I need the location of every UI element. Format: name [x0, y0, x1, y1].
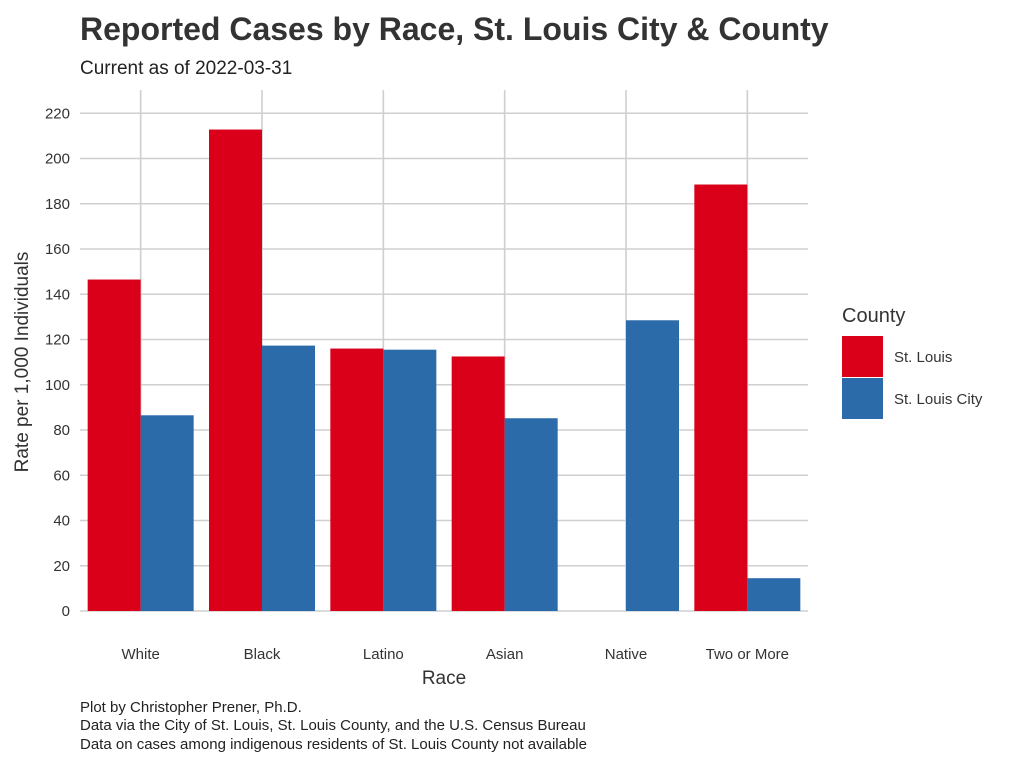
legend-label-st-louis: St. Louis [894, 349, 952, 366]
caption-note: Data on cases among indigenous residents… [80, 736, 587, 753]
y-tick-label-140: 140 [45, 286, 70, 303]
legend-swatch-st-louis [842, 336, 883, 377]
bar-st-louis-city-asian [504, 418, 558, 611]
bars [87, 129, 801, 612]
bar-st-louis-two-or-more [694, 184, 748, 612]
bar-st-louis-city-black [262, 345, 315, 611]
chart-subtitle: Current as of 2022-03-31 [80, 58, 292, 79]
y-axis-title: Rate per 1,000 Individuals [12, 252, 33, 473]
legend: County St. Louis St. Louis City [842, 305, 983, 419]
bar-st-louis-city-two-or-more [747, 578, 801, 611]
caption-author: Plot by Christopher Prener, Ph.D. [80, 699, 302, 716]
legend-swatch-st-louis-city [842, 378, 883, 419]
bar-st-louis-city-native [626, 320, 679, 611]
x-tick-label-native: Native [605, 646, 648, 663]
bar-st-louis-city-latino [383, 349, 437, 611]
y-tick-label-20: 20 [53, 558, 70, 575]
legend-title: County [842, 305, 905, 327]
y-tick-label-180: 180 [45, 196, 70, 213]
y-tick-label-120: 120 [45, 332, 70, 349]
x-tick-label-black: Black [244, 646, 281, 663]
y-tick-label-100: 100 [45, 377, 70, 394]
bar-st-louis-white [87, 279, 141, 611]
y-tick-label-0: 0 [62, 603, 70, 620]
bar-st-louis-city-white [140, 415, 194, 611]
y-tick-label-60: 60 [53, 467, 70, 484]
y-tick-label-160: 160 [45, 241, 70, 258]
bar-st-louis-latino [330, 348, 384, 611]
legend-label-st-louis-city: St. Louis City [894, 391, 983, 408]
chart-title: Reported Cases by Race, St. Louis City &… [80, 11, 829, 47]
x-tick-label-white: White [121, 646, 159, 663]
y-tick-label-200: 200 [45, 151, 70, 168]
y-tick-label-220: 220 [45, 105, 70, 122]
x-tick-label-two-or-more: Two or More [706, 646, 789, 663]
x-axis-title: Race [422, 668, 466, 689]
x-tick-labels: White Black Latino Asian Native Two or More [121, 646, 789, 663]
y-tick-label-40: 40 [53, 513, 70, 530]
bar-st-louis-asian [451, 356, 505, 611]
y-tick-label-80: 80 [53, 422, 70, 439]
x-tick-label-asian: Asian [486, 646, 524, 663]
bar-st-louis-black [209, 129, 262, 612]
caption-source: Data via the City of St. Louis, St. Loui… [80, 717, 586, 734]
x-tick-label-latino: Latino [363, 646, 404, 663]
y-tick-labels: 0 20 40 60 80 100 120 140 160 180 200 220 [45, 105, 70, 620]
